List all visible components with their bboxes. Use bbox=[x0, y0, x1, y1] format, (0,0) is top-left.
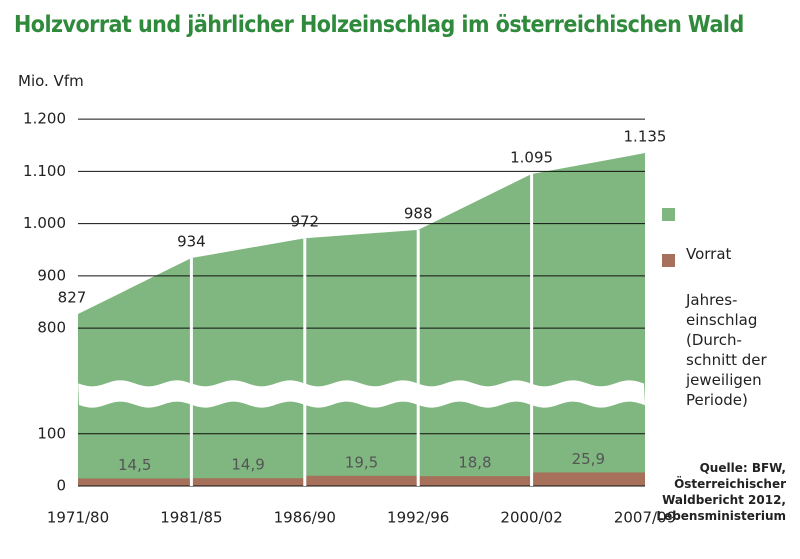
legend-swatch bbox=[662, 208, 675, 221]
harvest-bar bbox=[418, 476, 532, 486]
data-label: 972 bbox=[290, 213, 319, 231]
harvest-bar bbox=[78, 478, 192, 486]
data-label: 988 bbox=[404, 204, 433, 222]
data-label: 1.135 bbox=[624, 128, 667, 146]
x-tick-label: 2000/02 bbox=[500, 509, 562, 527]
x-tick-label: 1986/90 bbox=[274, 509, 336, 527]
x-tick-label: 2007/09 bbox=[614, 509, 676, 527]
axis-break bbox=[78, 380, 645, 408]
y-tick-label: 800 bbox=[37, 319, 66, 337]
harvest-bar bbox=[304, 475, 419, 486]
data-label: 1.095 bbox=[510, 148, 553, 166]
chart-title: Holzvorrat und jährlicher Holzeinschlag … bbox=[14, 12, 744, 38]
harvest-bar bbox=[531, 472, 645, 486]
source-note: Quelle: BFW, Österreichischer Waldberich… bbox=[656, 461, 786, 523]
legend-item: Vorrat bbox=[662, 204, 732, 284]
data-label: 827 bbox=[58, 288, 87, 306]
area bbox=[78, 153, 645, 486]
data-label: 18,8 bbox=[458, 454, 491, 472]
x-tick-label: 1971/80 bbox=[47, 509, 109, 527]
legend-label: Jahres- einschlag (Durch- schnitt der je… bbox=[686, 291, 767, 409]
x-tick-label: 1981/85 bbox=[160, 509, 222, 527]
legend-swatch bbox=[662, 254, 675, 267]
y-tick-label: 0 bbox=[56, 477, 66, 495]
data-label: 934 bbox=[177, 233, 206, 251]
y-axis-label: Mio. Vfm bbox=[18, 72, 84, 90]
data-label: 19,5 bbox=[345, 453, 378, 471]
legend-item: Jahres- einschlag (Durch- schnitt der je… bbox=[662, 250, 767, 430]
y-tick-label: 1.000 bbox=[23, 214, 66, 232]
legend-label: Vorrat bbox=[686, 245, 732, 263]
data-label: 14,9 bbox=[231, 456, 264, 474]
harvest-bar bbox=[191, 478, 305, 486]
y-tick-label: 1.100 bbox=[23, 162, 66, 180]
y-tick-label: 900 bbox=[37, 266, 66, 284]
y-tick-label: 100 bbox=[37, 424, 66, 442]
data-label: 14,5 bbox=[118, 456, 151, 474]
data-label: 25,9 bbox=[572, 450, 605, 468]
x-tick-label: 1992/96 bbox=[387, 509, 449, 527]
y-tick-label: 1.200 bbox=[23, 110, 66, 128]
